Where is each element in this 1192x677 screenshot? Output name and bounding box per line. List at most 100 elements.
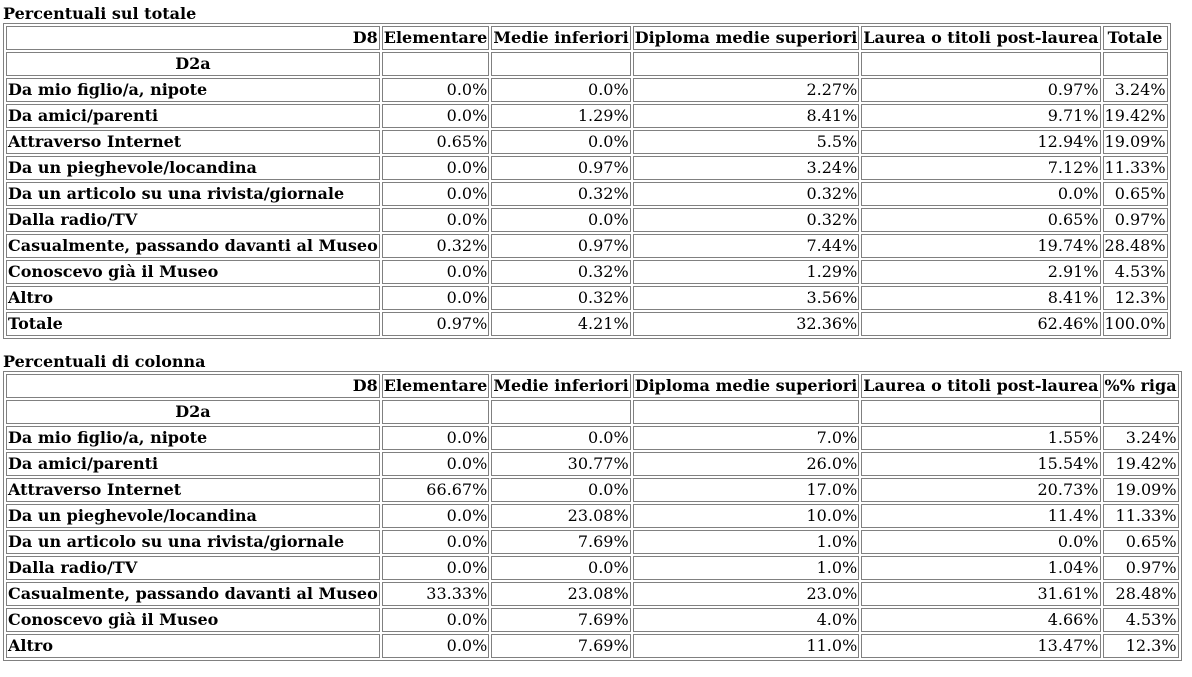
value-cell: 0.0% [861, 530, 1101, 554]
value-cell: 0.97% [491, 156, 631, 180]
value-cell: 19.42% [1102, 104, 1168, 128]
column-header: Laurea o titoli post-laurea [861, 374, 1101, 398]
value-cell: 0.0% [381, 426, 490, 450]
value-cell: 0.32% [491, 182, 631, 206]
value-cell: 7.69% [491, 634, 631, 658]
value-cell: 28.48% [1102, 582, 1179, 606]
table-row: Da un articolo su una rivista/giornale 0.… [6, 182, 1168, 206]
value-cell: 1.04% [861, 556, 1101, 580]
value-cell: 0.32% [491, 286, 631, 310]
value-cell: 5.5% [632, 130, 860, 154]
table-row: Totale 0.97% 4.21% 32.36% 62.46% 100.0% [6, 312, 1168, 336]
value-cell: 19.09% [1102, 130, 1168, 154]
value-cell: 0.32% [632, 182, 860, 206]
value-cell: 7.0% [632, 426, 860, 450]
value-cell: 0.0% [491, 208, 631, 232]
page-root: Percentuali sul totale D8 Elementare Medie… [3, 5, 1192, 661]
value-cell: 1.55% [861, 426, 1101, 450]
empty-cell [491, 52, 631, 76]
value-cell: 33.33% [381, 582, 490, 606]
table-row: Casualmente, passando davanti al Museo 33… [6, 582, 1179, 606]
value-cell: 7.12% [861, 156, 1101, 180]
value-cell: 4.53% [1102, 260, 1168, 284]
table-row: Dalla radio/TV 0.0% 0.0% 1.0% 1.04% 0.97% [6, 556, 1179, 580]
row-label: Dalla radio/TV [6, 556, 380, 580]
row-label: Altro [6, 634, 380, 658]
row-label: Da un articolo su una rivista/giornale [6, 182, 380, 206]
value-cell: 23.0% [632, 582, 860, 606]
table-row: Da mio figlio/a, nipote 0.0% 0.0% 7.0% 1.55%… [6, 426, 1179, 450]
value-cell: 23.08% [491, 582, 631, 606]
value-cell: 23.08% [491, 504, 631, 528]
row-label: Attraverso Internet [6, 478, 380, 502]
value-cell: 0.0% [381, 452, 490, 476]
table-row: Altro 0.0% 7.69% 11.0% 13.47% 12.3% [6, 634, 1179, 658]
value-cell: 31.61% [861, 582, 1101, 606]
value-cell: 1.0% [632, 556, 860, 580]
value-cell: 0.0% [491, 556, 631, 580]
value-cell: 62.46% [861, 312, 1101, 336]
value-cell: 0.0% [491, 426, 631, 450]
row-variable-row: D2a [6, 52, 1168, 76]
value-cell: 0.97% [381, 312, 490, 336]
empty-cell [632, 400, 860, 424]
value-cell: 7.44% [632, 234, 860, 258]
table-row: Conoscevo già il Museo 0.0% 0.32% 1.29% 2.91… [6, 260, 1168, 284]
value-cell: 0.0% [381, 504, 490, 528]
empty-cell [1102, 400, 1179, 424]
row-variable-row: D2a [6, 400, 1179, 424]
table-row: Casualmente, passando davanti al Museo 0.… [6, 234, 1168, 258]
value-cell: 3.24% [1102, 426, 1179, 450]
value-cell: 100.0% [1102, 312, 1168, 336]
value-cell: 0.0% [491, 78, 631, 102]
value-cell: 0.65% [861, 208, 1101, 232]
value-cell: 2.27% [632, 78, 860, 102]
table-row: Attraverso Internet 66.67% 0.0% 17.0% 20.73%… [6, 478, 1179, 502]
value-cell: 0.0% [491, 130, 631, 154]
empty-cell [861, 400, 1101, 424]
row-label: Dalla radio/TV [6, 208, 380, 232]
section-gap [3, 339, 1192, 353]
value-cell: 12.3% [1102, 286, 1168, 310]
row-label: Da amici/parenti [6, 452, 380, 476]
table-caption: Percentuali di colonna [3, 352, 206, 371]
value-cell: 0.0% [381, 556, 490, 580]
table-section: Percentuali sul totale D8 Elementare Medie… [3, 5, 1192, 339]
value-cell: 66.67% [381, 478, 490, 502]
value-cell: 4.53% [1102, 608, 1179, 632]
value-cell: 11.4% [861, 504, 1101, 528]
value-cell: 32.36% [632, 312, 860, 336]
value-cell: 0.0% [381, 608, 490, 632]
value-cell: 9.71% [861, 104, 1101, 128]
row-label: Altro [6, 286, 380, 310]
table-row: Attraverso Internet 0.65% 0.0% 5.5% 12.94% 19… [6, 130, 1168, 154]
row-variable-label: D2a [6, 400, 380, 424]
column-header: Totale [1102, 26, 1168, 50]
row-label: Da amici/parenti [6, 104, 380, 128]
value-cell: 0.0% [381, 286, 490, 310]
row-label: Da un articolo su una rivista/giornale [6, 530, 380, 554]
value-cell: 10.0% [632, 504, 860, 528]
value-cell: 0.0% [381, 634, 490, 658]
column-header: Medie inferiori [491, 26, 631, 50]
value-cell: 4.21% [491, 312, 631, 336]
value-cell: 3.24% [1102, 78, 1168, 102]
value-cell: 0.0% [381, 530, 490, 554]
value-cell: 7.69% [491, 608, 631, 632]
column-header: Elementare [381, 26, 490, 50]
value-cell: 11.33% [1102, 504, 1179, 528]
empty-cell [381, 52, 490, 76]
row-label: Da mio figlio/a, nipote [6, 426, 380, 450]
value-cell: 0.97% [1102, 208, 1168, 232]
value-cell: 0.65% [1102, 182, 1168, 206]
empty-cell [861, 52, 1101, 76]
value-cell: 1.29% [491, 104, 631, 128]
value-cell: 0.0% [381, 260, 490, 284]
value-cell: 0.97% [491, 234, 631, 258]
value-cell: 0.32% [381, 234, 490, 258]
value-cell: 11.33% [1102, 156, 1168, 180]
value-cell: 19.09% [1102, 478, 1179, 502]
value-cell: 3.56% [632, 286, 860, 310]
value-cell: 4.0% [632, 608, 860, 632]
row-variable-label: D2a [6, 52, 380, 76]
